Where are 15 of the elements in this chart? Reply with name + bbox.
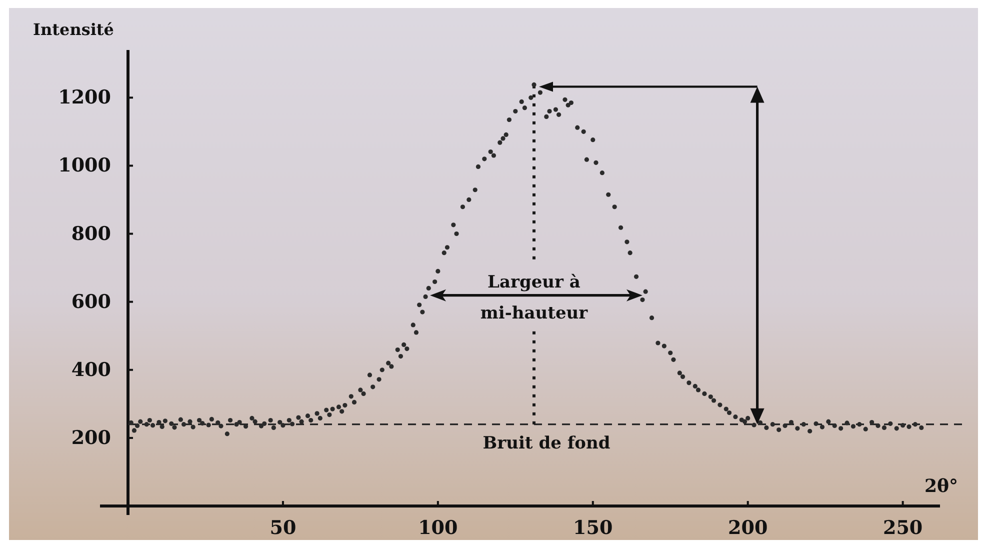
- y-tick-label: 800: [71, 222, 111, 245]
- annotation: Largeur à mi-hauteur: [480, 272, 589, 324]
- x-tick-label: 50: [270, 517, 296, 539]
- y-tick-label: 400: [71, 358, 111, 381]
- x-axis-title: 2θ°: [924, 476, 958, 497]
- y-tick-label: 600: [71, 290, 111, 313]
- y-tick-label: 1200: [58, 86, 111, 109]
- x-tick-label: 200: [728, 517, 768, 539]
- y-tick-label: 200: [71, 426, 111, 449]
- x-tick-label: 100: [418, 517, 458, 539]
- ref-line-label: Bruit de fond: [482, 433, 610, 454]
- x-tick-label: 250: [882, 517, 923, 539]
- x-tick-label: 150: [573, 517, 613, 539]
- y-axis-title: Intensité: [33, 20, 114, 39]
- y-tick-label: 1000: [58, 154, 111, 177]
